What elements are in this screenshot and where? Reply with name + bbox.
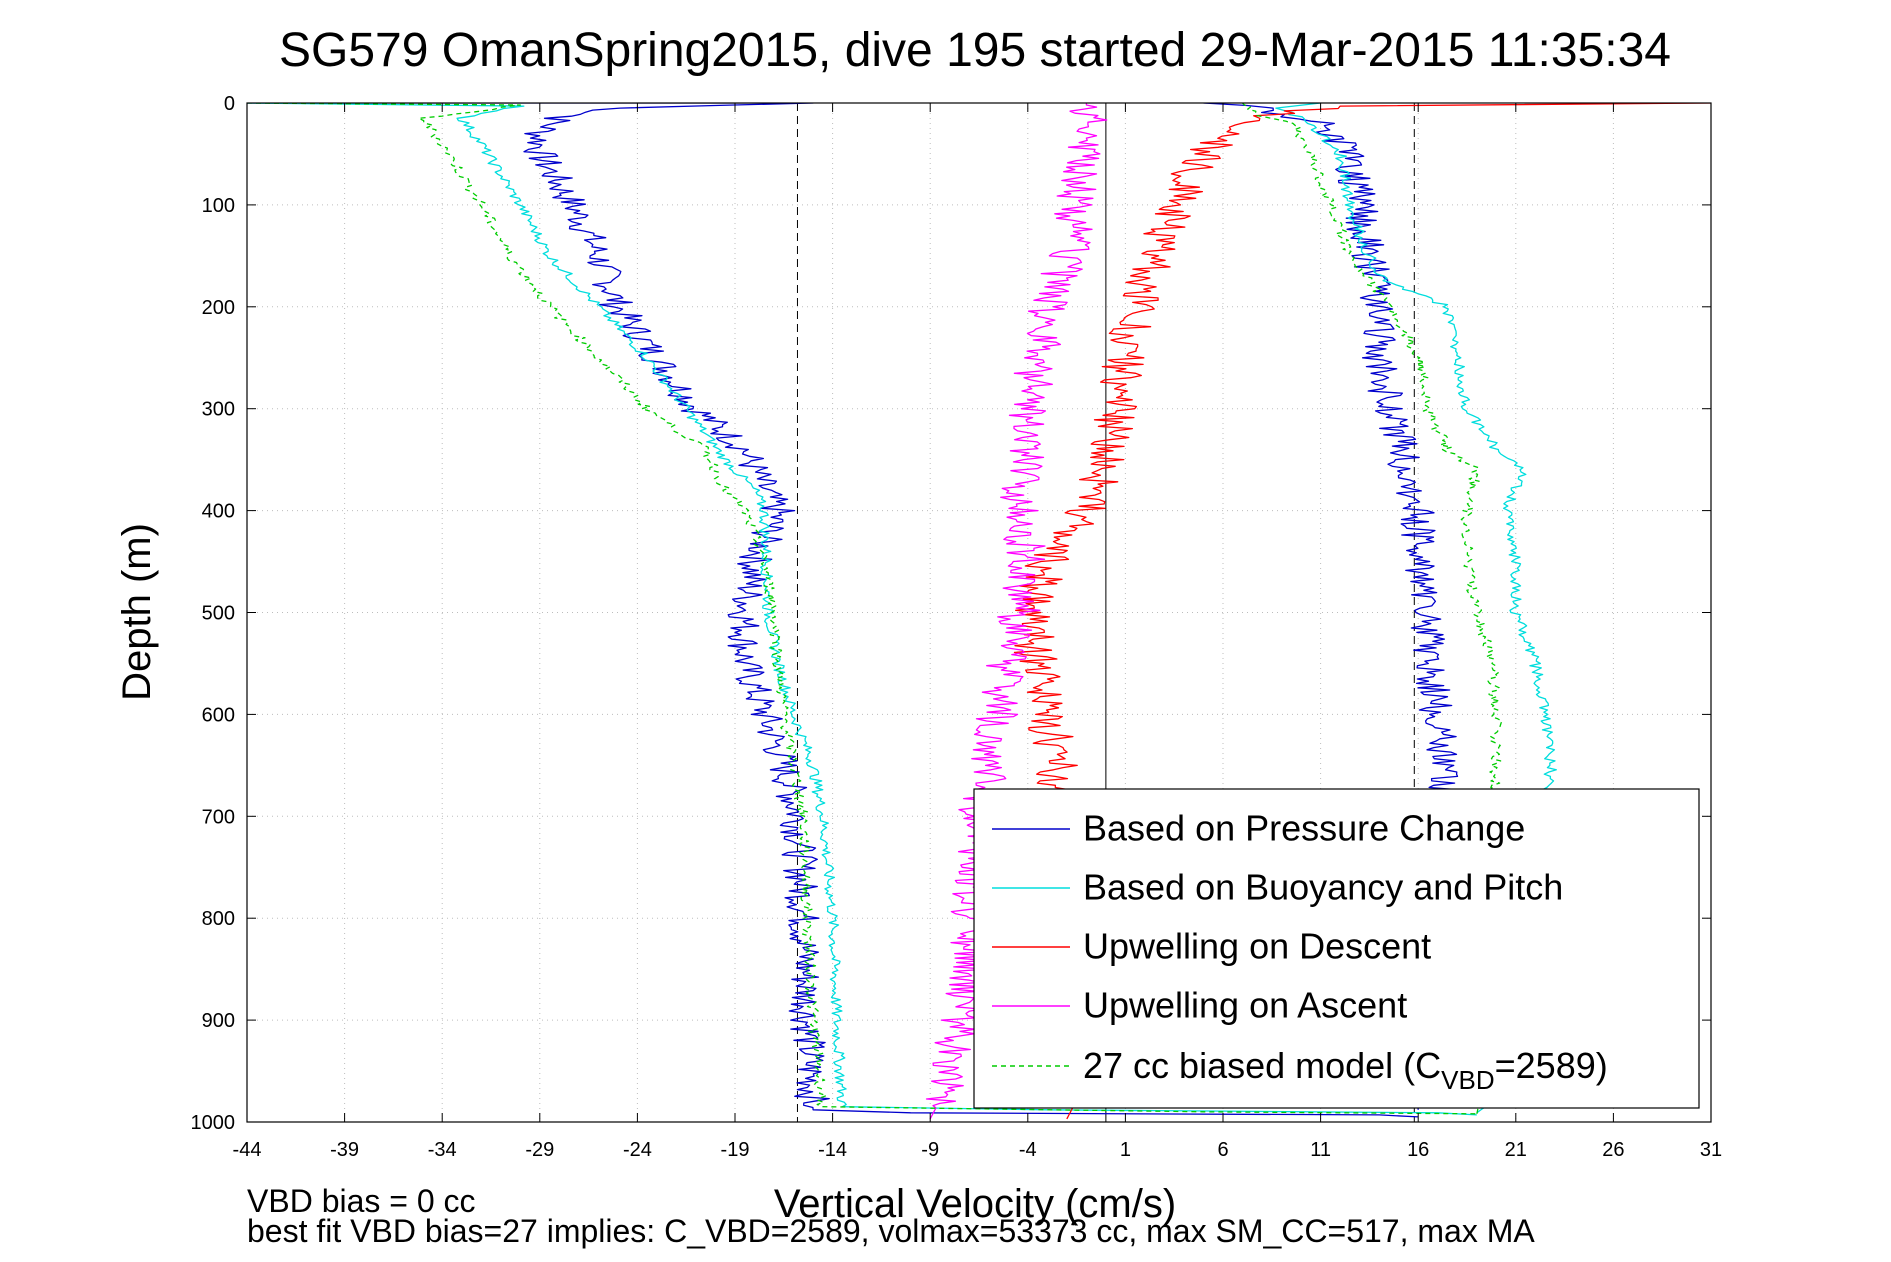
x-tick-label: 31: [1700, 1139, 1722, 1161]
vbd-bias-note: VBD bias = 0 cc: [247, 1183, 476, 1219]
legend-label-buoyancy-pitch: Based on Buoyancy and Pitch: [1083, 867, 1563, 908]
series-line-pressure-change: [247, 103, 1419, 1118]
x-tick-label: -4: [1019, 1139, 1037, 1161]
y-tick-label: 0: [224, 93, 235, 115]
x-tick-label: -39: [330, 1139, 359, 1161]
best-fit-note: best fit VBD bias=27 implies: C_VBD=2589…: [247, 1213, 1535, 1249]
y-tick-label: 800: [202, 908, 235, 930]
x-tick-label: 6: [1217, 1139, 1228, 1161]
x-tick-label: 1: [1120, 1139, 1131, 1161]
series-line-buoyancy-pitch: [247, 103, 1477, 1116]
legend-model-subscript: VBD: [1441, 1065, 1494, 1095]
legend-label-pressure-change: Based on Pressure Change: [1083, 808, 1525, 849]
y-tick-label: 700: [202, 806, 235, 828]
legend-model-prefix: 27 cc biased model (C: [1083, 1045, 1441, 1086]
y-axis-label: Depth (m): [115, 523, 159, 701]
y-tick-label: 1000: [191, 1112, 236, 1134]
x-tick-label: 16: [1407, 1139, 1429, 1161]
legend-label-model: 27 cc biased model (CVBD=2589): [1083, 1045, 1608, 1095]
x-tick-label: 21: [1505, 1139, 1527, 1161]
series-line-biased-model: [247, 103, 1477, 1115]
legend-model-suffix: =2589): [1495, 1045, 1608, 1086]
legend: Based on Pressure Change Based on Buoyanc…: [973, 788, 1700, 1109]
y-tick-label: 500: [202, 603, 235, 625]
y-tick-label: 200: [202, 297, 235, 319]
x-tick-label: -14: [818, 1139, 847, 1161]
y-axis-ticks: 0 100 200 300 400 500 600 700 800 900 1000: [191, 93, 1711, 1134]
y-tick-label: 400: [202, 501, 235, 523]
y-tick-label: 300: [202, 399, 235, 421]
chart-title: SG579 OmanSpring2015, dive 195 started 2…: [279, 24, 1671, 77]
y-tick-label: 900: [202, 1010, 235, 1032]
x-tick-label: -34: [428, 1139, 457, 1161]
x-tick-label: -29: [525, 1139, 554, 1161]
x-tick-label: -19: [721, 1139, 750, 1161]
legend-label-upwelling-ascent: Upwelling on Ascent: [1083, 985, 1407, 1026]
x-tick-label: -9: [921, 1139, 939, 1161]
x-tick-label: 11: [1310, 1139, 1331, 1161]
x-axis-ticks: -44 -39 -34 -29 -24 -19 -14 -9 -4 1 6 11 16 21 26 31: [233, 103, 1722, 1161]
x-tick-label: -44: [233, 1139, 262, 1161]
legend-box: [973, 788, 1700, 1109]
y-tick-label: 600: [202, 704, 235, 726]
legend-entries: Based on Pressure Change Based on Buoyanc…: [992, 808, 1563, 1026]
x-tick-label: 26: [1602, 1139, 1624, 1161]
legend-label-upwelling-descent: Upwelling on Descent: [1083, 926, 1431, 967]
y-tick-label: 100: [202, 195, 235, 217]
series-line-upwelling-ascent: [925, 103, 1108, 1120]
x-tick-label: -24: [623, 1139, 652, 1161]
x-axis-label: Vertical Velocity (cm/s): [774, 1182, 1176, 1226]
